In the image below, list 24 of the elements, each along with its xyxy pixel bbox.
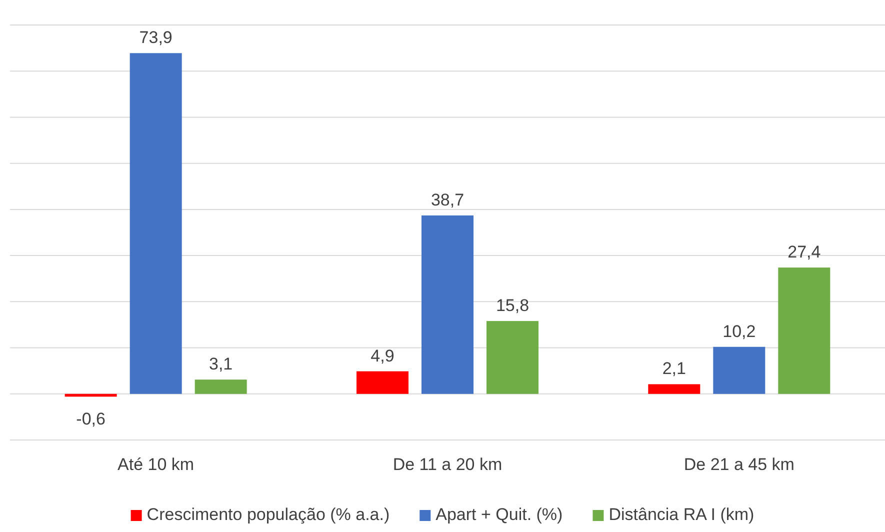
bar [64, 394, 117, 397]
legend-label: Crescimento população (% a.a.) [146, 505, 390, 524]
legend-label: Apart + Quit. (%) [436, 505, 563, 524]
data-label: 3,1 [209, 354, 233, 374]
bar [422, 215, 474, 394]
bar [648, 384, 700, 394]
data-label: 73,9 [139, 28, 172, 48]
bar [194, 380, 247, 394]
bar [130, 53, 182, 394]
data-label: 27,4 [788, 242, 821, 262]
data-label: 38,7 [430, 190, 464, 210]
bar [356, 371, 408, 394]
bar [713, 346, 766, 394]
data-label: -0,6 [76, 410, 106, 429]
bar [486, 321, 538, 394]
legend-label: Distância RA I (km) [608, 505, 754, 524]
data-label: 10,2 [722, 322, 756, 341]
x-tick-label: Até 10 km [118, 455, 194, 474]
bar [778, 268, 830, 394]
data-label: 4,9 [370, 346, 394, 366]
x-tick-label: De 21 a 45 km [684, 455, 794, 474]
data-label: 15,8 [496, 296, 530, 316]
data-label: 2,1 [662, 359, 686, 378]
x-tick-label: De 11 a 20 km [392, 455, 502, 474]
